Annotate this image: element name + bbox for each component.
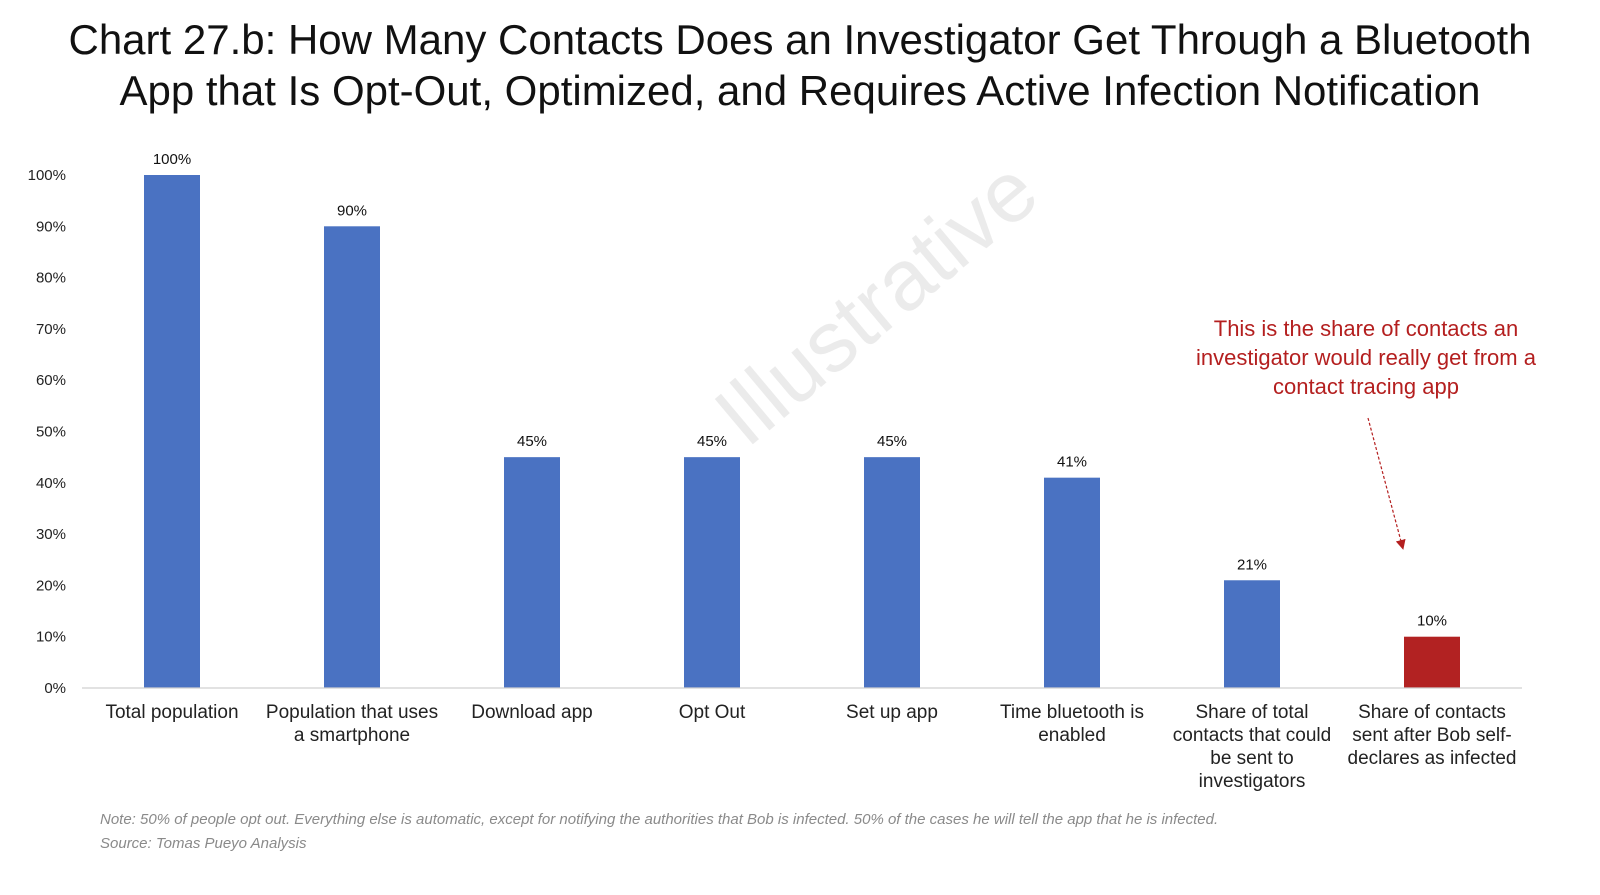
watermark-group: Illustrative [697,142,1055,464]
bar [144,175,200,688]
bar [1044,477,1100,688]
x-tick-label: Set up app [846,702,938,723]
y-tick-label: 60% [36,372,66,389]
annotation-line-1: This is the share of contacts an [1213,316,1519,341]
y-tick-label: 40% [36,475,66,492]
annotation-line-2: investigator would really get from a [1196,345,1536,370]
annotation-arrow [1367,417,1406,550]
data-label: 100% [153,151,191,168]
chart-title-line-2: App that Is Opt-Out, Optimized, and Requ… [119,67,1481,114]
data-label: 41% [1057,454,1087,471]
bar [324,226,380,689]
data-label: 45% [697,433,727,450]
y-tick-label: 50% [36,424,66,441]
x-tick-label: Share of contacts sent after Bob self-dec… [1348,702,1517,769]
y-tick-label: 30% [36,526,66,543]
chart-title: Chart 27.b: How Many Contacts Does an In… [0,14,1600,116]
footnote-source: Source: Tomas Pueyo Analysis [100,835,307,852]
watermark-text: Illustrative [697,142,1055,464]
x-tick-label: Download app [471,702,592,723]
bars-group [144,175,1460,689]
y-tick-label: 100% [28,167,66,184]
data-label: 10% [1417,613,1447,630]
bar [864,457,920,688]
footnote: Note: 50% of people opt out. Everything … [100,808,1218,856]
y-tick-label: 10% [36,629,66,646]
y-tick-label: 90% [36,218,66,235]
y-tick-label: 70% [36,321,66,338]
x-tick-label: Share of total contacts that could be sent… [1173,702,1331,792]
data-labels-group: 100% 90% 45% 45% 45% 41% 21% 10% [153,151,1447,630]
data-label: 21% [1237,556,1267,573]
bar [1404,636,1460,688]
annotation-arrow-group [1367,417,1406,550]
chart-title-line-1: Chart 27.b: How Many Contacts Does an In… [68,16,1532,63]
bar [504,457,560,688]
footnote-note: Note: 50% of people opt out. Everything … [100,811,1219,828]
y-axis: 0% 10% 20% 30% 40% 50% 60% 70% 80% 90% 100% [28,167,66,697]
data-label: 90% [337,202,367,219]
data-label: 45% [877,433,907,450]
annotation-line-3: contact tracing app [1273,374,1459,399]
y-tick-label: 20% [36,577,66,594]
x-tick-label: Opt Out [679,702,746,723]
x-tick-label: Time bluetooth is enabled [1000,702,1144,746]
x-tick-label: Total population [105,702,238,723]
y-tick-label: 80% [36,270,66,287]
annotation-callout: This is the share of contacts an investi… [1186,314,1546,401]
data-label: 45% [517,433,547,450]
bar [1224,580,1280,688]
y-tick-label: 0% [44,680,66,697]
x-axis: Total population Population that uses a sm… [82,687,1522,792]
x-tick-label: Population that uses a smartphone [266,702,438,746]
bar [684,457,740,688]
